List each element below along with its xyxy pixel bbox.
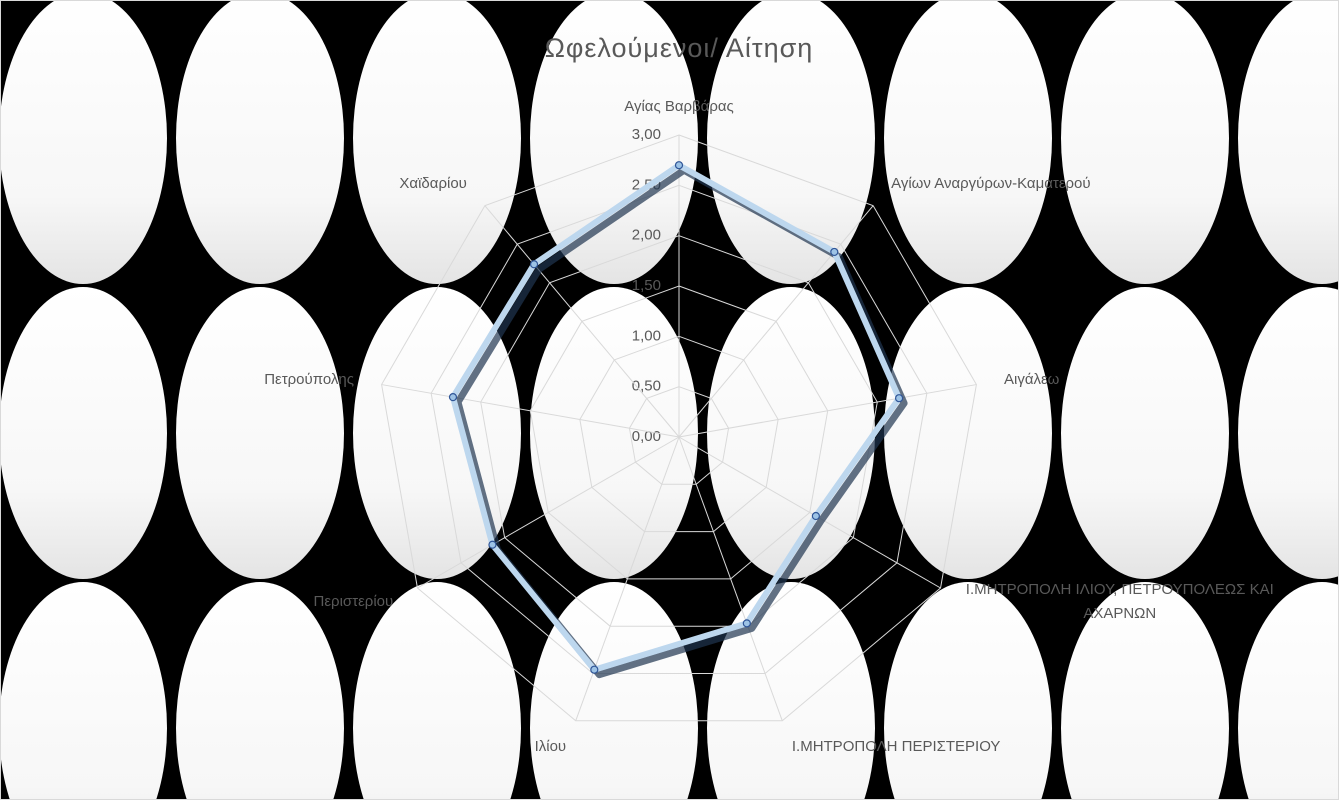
y-tick-label: 1,00 xyxy=(632,327,661,344)
category-label: Περιστερίου xyxy=(313,593,394,610)
spoke xyxy=(678,384,977,438)
category-label: Χαϊδαρίου xyxy=(399,175,467,193)
grid-ring xyxy=(579,335,779,533)
data-point xyxy=(674,161,684,170)
chart-title: Ωφελούμενοι/ Αίτηση xyxy=(545,33,814,63)
category-label: Αγίων Αναργύρων-Καματερού xyxy=(891,175,1091,193)
category-label: Ι.ΜΗΤΡΟΠΟΛΗ ΠΕΡΙΣΤΕΡΙΟΥ xyxy=(791,738,1001,756)
grid-ring xyxy=(480,235,878,627)
data-point xyxy=(811,511,820,521)
spoke xyxy=(678,436,783,721)
data-point xyxy=(448,393,458,402)
spoke xyxy=(484,205,680,438)
category-label: Αιγάλεω xyxy=(1003,370,1060,388)
y-tick-label: 0,50 xyxy=(632,378,661,395)
grid-ring xyxy=(381,134,977,722)
y-tick-label: 2,00 xyxy=(632,227,661,244)
data-point xyxy=(488,540,497,549)
spoke xyxy=(381,384,680,438)
data-point xyxy=(830,247,839,257)
spoke xyxy=(678,205,874,438)
grid-ring xyxy=(529,285,829,580)
data-point xyxy=(529,260,539,269)
category-label: Αγίας Βαρβάρας xyxy=(624,98,734,115)
y-tick-label: 0,00 xyxy=(632,428,661,445)
grid-ring xyxy=(430,184,928,674)
y-tick-label: 3,00 xyxy=(632,126,661,143)
data-point xyxy=(894,394,904,403)
category-label: Ι.ΜΗΤΡΟΠΟΛΗ ΙΛΙΟΥ, ΠΕΤΡΟΥΠΟΛΕΩΣ ΚΑΙ ΑΧΑΡ… xyxy=(965,581,1274,622)
spoke xyxy=(417,436,680,589)
series-line xyxy=(449,162,903,673)
spoke xyxy=(678,436,941,589)
grid-ring xyxy=(628,386,730,485)
category-label: Ιλίου xyxy=(534,738,567,756)
data-point xyxy=(590,665,599,674)
category-label: Πετρούπολης xyxy=(264,370,354,388)
data-point xyxy=(742,619,751,628)
y-tick-label: 1,50 xyxy=(632,277,661,294)
